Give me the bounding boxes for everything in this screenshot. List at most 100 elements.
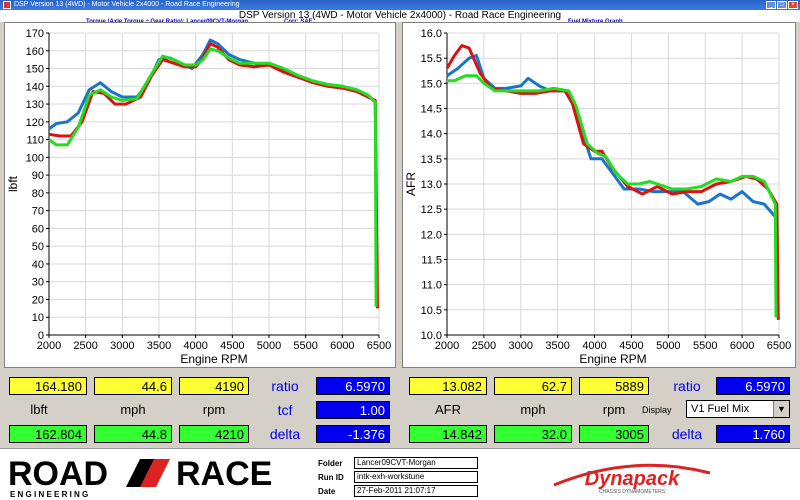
- x-tick-label: 2500: [472, 340, 496, 352]
- folder-label: Folder: [318, 459, 343, 468]
- y-tick-label: 150: [26, 64, 44, 76]
- y-axis-label: lbft: [6, 175, 20, 192]
- dyna-text: Dynapack: [585, 468, 680, 490]
- mph-value-2: 32.0: [494, 425, 572, 443]
- x-tick-label: 4000: [183, 340, 207, 352]
- x-axis-label: Engine RPM: [579, 352, 646, 366]
- y-tick-label: 90: [32, 170, 44, 182]
- y-tick-label: 10: [32, 312, 44, 324]
- delta-value: 1.760: [716, 425, 790, 443]
- footer: ROAD RACE E N G I N E E R I N G Folder L…: [0, 448, 800, 500]
- y-tick-label: 120: [26, 117, 44, 129]
- x-tick-label: 5000: [257, 340, 281, 352]
- y-tick-label: 14.5: [421, 104, 442, 116]
- afr-chart[interactable]: 10.0 10.5 11.0 11.5 12.0 12.5 13.0 13.5 14.0 14.5…: [402, 22, 796, 368]
- y-tick-label: 160: [26, 46, 44, 58]
- y-tick-label: 15.0: [421, 78, 442, 90]
- ratio-label: ratio: [673, 378, 701, 394]
- y-tick-label: 100: [26, 152, 44, 164]
- y-tick-label: 0: [38, 330, 44, 342]
- x-tick-label: 5500: [293, 340, 317, 352]
- mph-label: mph: [120, 402, 146, 417]
- y-tick-label: 60: [32, 223, 44, 235]
- y-tick-label: 13.0: [421, 179, 442, 191]
- y-tick-label: 40: [32, 259, 44, 271]
- y-tick-label: 130: [26, 99, 44, 111]
- logo-race-text: RACE: [176, 455, 272, 493]
- x-tick-label: 4500: [220, 340, 244, 352]
- display-select-value: V1 Fuel Mix: [691, 403, 750, 415]
- readout-right: 13.082 62.7 5889 AFR mph rpm 14.842 32.0…: [400, 370, 800, 448]
- minimize-button[interactable]: _: [766, 1, 776, 9]
- x-tick-label: 3500: [147, 340, 171, 352]
- x-tick-label: 5500: [693, 340, 717, 352]
- y-tick-label: 50: [32, 241, 44, 253]
- window-titlebar: DSP Version 13 (4WD) - Motor Vehicle 2x4…: [0, 0, 800, 10]
- x-tick-label: 2500: [73, 340, 97, 352]
- y-tick-label: 16.0: [421, 28, 442, 40]
- series-line-1: [445, 44, 780, 320]
- y-tick-label: 15.5: [421, 53, 442, 65]
- x-tick-label: 6500: [367, 340, 391, 352]
- plot-area: 0 10 20 30 40 50 60 70 80 90 100 110 120 130 140 150 160…: [0, 22, 800, 370]
- ratio-value: 6.5970: [316, 377, 390, 395]
- rpm-value-2: 4210: [179, 425, 249, 443]
- series-line-0: [446, 54, 777, 218]
- logo-road-text: ROAD: [8, 455, 108, 493]
- rpm-value-1: 5889: [579, 377, 649, 395]
- series-line-2: [48, 47, 378, 307]
- mph-value-1: 44.6: [94, 377, 172, 395]
- graph-header: DSP Version 13 (4WD - Motor Vehicle 2x40…: [0, 10, 800, 25]
- dyna-swoosh: [553, 463, 711, 487]
- afr-value-2: 14.842: [409, 425, 487, 443]
- logo-tagline: E N G I N E E R I N G: [10, 490, 88, 499]
- display-select[interactable]: V1 Fuel Mix ▼: [686, 400, 790, 418]
- maximize-button[interactable]: □: [777, 1, 787, 9]
- rpm-label: rpm: [202, 402, 226, 417]
- torque-value-1: 164.180: [9, 377, 87, 395]
- y-tick-label: 13.5: [421, 154, 442, 166]
- readout-left: 164.180 44.6 4190 lbft mph rpm 162.804 4…: [0, 370, 400, 448]
- window-title: DSP Version 13 (4WD) - Motor Vehicle 2x4…: [14, 1, 240, 8]
- rpm-label: rpm: [602, 402, 626, 417]
- ratio-label: ratio: [271, 378, 299, 394]
- y-tick-label: 30: [32, 277, 44, 289]
- x-tick-label: 4000: [582, 340, 606, 352]
- chevron-down-icon[interactable]: ▼: [773, 401, 789, 417]
- x-axis-label: Engine RPM: [180, 352, 247, 366]
- date-label: Date: [318, 487, 336, 496]
- x-tick-label: 3000: [509, 340, 533, 352]
- mph-value-1: 62.7: [494, 377, 572, 395]
- torque-chart[interactable]: 0 10 20 30 40 50 60 70 80 90 100 110 120 130 140 150 160…: [4, 22, 396, 368]
- series-line-0: [48, 38, 379, 300]
- x-tick-label: 3000: [110, 340, 134, 352]
- logo-slash-1: [126, 459, 156, 487]
- delta-value: -1.376: [316, 425, 390, 443]
- y-tick-label: 10.0: [421, 330, 442, 342]
- rpm-value-2: 3005: [579, 425, 649, 443]
- series-line-1: [48, 42, 379, 309]
- mph-value-2: 44.8: [94, 425, 172, 443]
- tcf-label: tcf: [277, 402, 293, 418]
- y-tick-label: 110: [26, 135, 44, 147]
- y-tick-label: 11.5: [421, 255, 442, 267]
- delta-label: delta: [269, 426, 301, 442]
- y-tick-label: 170: [26, 28, 44, 40]
- ratio-value: 6.5970: [716, 377, 790, 395]
- y-tick-label: 10.5: [421, 305, 442, 317]
- road-race-logo: ROAD RACE E N G I N E E R I N G: [8, 455, 272, 499]
- x-tick-label: 6000: [330, 340, 354, 352]
- series-line-2: [447, 74, 778, 318]
- torque-value-2: 162.804: [9, 425, 87, 443]
- tcf-value: 1.00: [316, 401, 390, 419]
- x-tick-label: 6500: [767, 340, 791, 352]
- dynapack-logo: Dynapack CHASSIS DYNAMOMETERS: [553, 463, 711, 495]
- close-button[interactable]: ×: [788, 1, 798, 9]
- logo-slash-2: [140, 459, 170, 487]
- main-title: DSP Version 13 (4WD - Motor Vehicle 2x40…: [238, 10, 562, 21]
- folder-value: Lancer09CVT-Morgan: [354, 457, 478, 469]
- x-tick-label: 2000: [37, 340, 61, 352]
- mph-label: mph: [520, 402, 546, 417]
- x-tick-label: 5000: [656, 340, 680, 352]
- date-value: 27-Feb-2011 21:07:17: [354, 485, 478, 497]
